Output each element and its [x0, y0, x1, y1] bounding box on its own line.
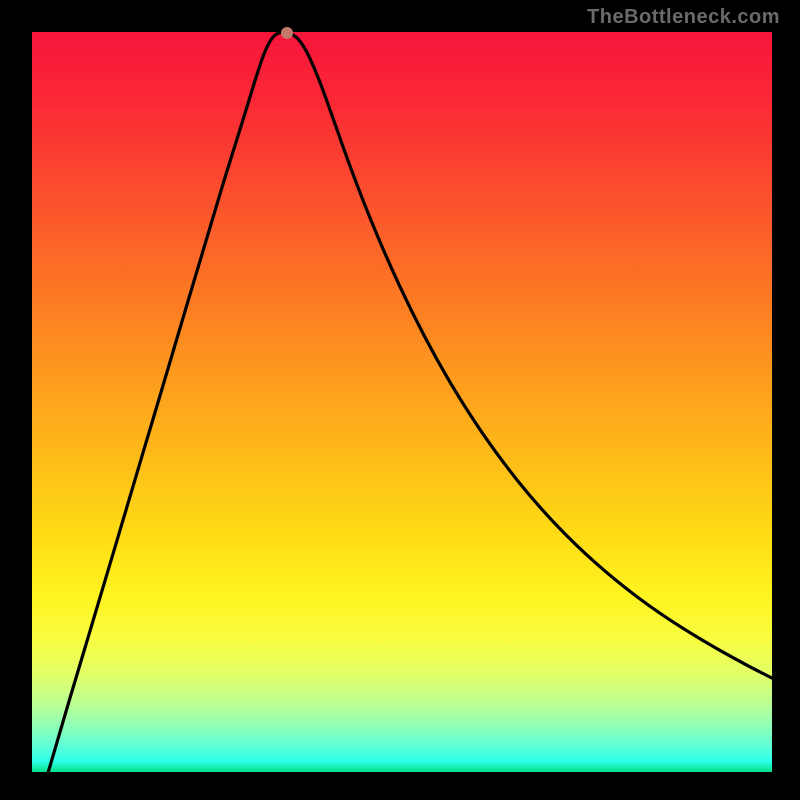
- plot-area: [32, 32, 772, 772]
- figure-canvas: TheBottleneck.com: [0, 0, 800, 800]
- watermark-text: TheBottleneck.com: [587, 6, 780, 29]
- bottleneck-curve: [32, 32, 772, 772]
